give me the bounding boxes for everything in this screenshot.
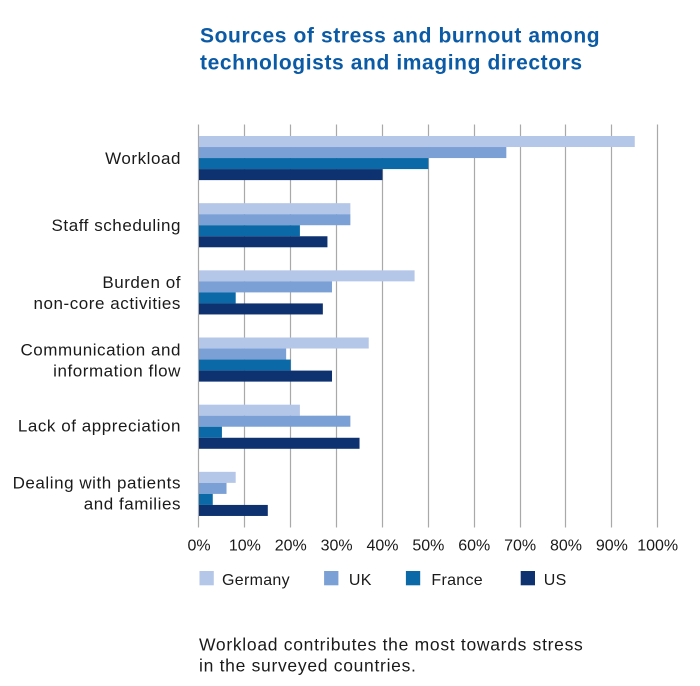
svg-text:Lack of appreciation: Lack of appreciation — [18, 416, 181, 435]
svg-text:UK: UK — [349, 572, 372, 589]
svg-text:60%: 60% — [458, 538, 490, 555]
svg-text:Burden of: Burden of — [102, 273, 181, 292]
svg-text:50%: 50% — [412, 538, 444, 555]
svg-text:in the surveyed countries.: in the surveyed countries. — [199, 656, 417, 676]
svg-text:10%: 10% — [229, 538, 261, 555]
svg-text:70%: 70% — [504, 538, 536, 555]
svg-text:France: France — [431, 572, 483, 589]
svg-text:40%: 40% — [366, 538, 398, 555]
svg-text:information flow: information flow — [53, 361, 181, 380]
svg-text:non-core activities: non-core activities — [34, 294, 181, 313]
svg-text:20%: 20% — [275, 538, 307, 555]
svg-text:Staff scheduling: Staff scheduling — [52, 216, 181, 235]
svg-text:Sources of stress and burnout: Sources of stress and burnout among — [200, 24, 600, 47]
svg-text:30%: 30% — [321, 538, 353, 555]
svg-text:Dealing with patients: Dealing with patients — [13, 474, 181, 493]
svg-text:0%: 0% — [187, 538, 210, 555]
svg-text:Workload contributes the most: Workload contributes the most towards st… — [199, 635, 584, 655]
svg-text:Germany: Germany — [222, 572, 290, 589]
svg-text:80%: 80% — [550, 538, 582, 555]
svg-text:100%: 100% — [637, 538, 678, 555]
svg-text:Workload: Workload — [105, 149, 181, 168]
svg-text:and families: and families — [84, 495, 181, 514]
svg-text:technologists and imaging dire: technologists and imaging directors — [200, 52, 583, 75]
svg-text:US: US — [544, 572, 567, 589]
svg-text:90%: 90% — [596, 538, 628, 555]
svg-text:Communication and: Communication and — [20, 340, 181, 359]
